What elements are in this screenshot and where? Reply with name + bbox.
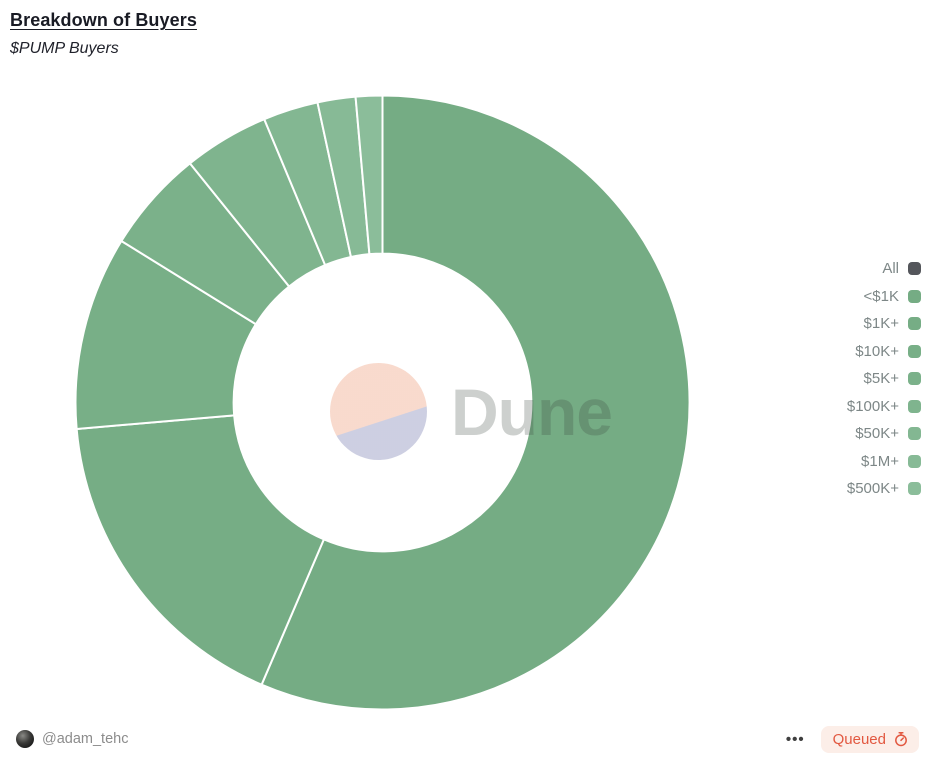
legend-item-500k[interactable]: $500K+	[847, 475, 921, 503]
legend-swatch	[908, 482, 921, 496]
legend-item-1k[interactable]: <$1K	[847, 283, 921, 311]
legend-item-5k[interactable]: $5K+	[847, 365, 921, 393]
legend-item-1m[interactable]: $1M+	[847, 448, 921, 476]
legend-item-all[interactable]: All	[847, 255, 921, 283]
legend-label: $10K+	[855, 342, 899, 360]
legend-swatch	[908, 317, 921, 331]
pie-segment--1k-[interactable]	[75, 414, 325, 686]
author[interactable]: @adam_tehc	[16, 730, 128, 748]
status-badge[interactable]: Queued	[820, 725, 919, 753]
legend-label: $5K+	[863, 370, 899, 388]
legend-item-10k[interactable]: $10K+	[847, 338, 921, 366]
legend-label: $1M+	[861, 452, 899, 470]
status-label: Queued	[832, 730, 886, 748]
legend-label: All	[882, 260, 899, 278]
chart-header: Breakdown of Buyers $PUMP Buyers	[10, 10, 197, 58]
legend-swatch	[908, 399, 921, 413]
legend-item-100k[interactable]: $100K+	[847, 393, 921, 421]
page-subtitle: $PUMP Buyers	[10, 40, 119, 57]
author-handle[interactable]: @adam_tehc	[42, 731, 129, 747]
pie-segment--1k[interactable]	[260, 94, 691, 711]
footer-actions: ••• Queued	[784, 725, 919, 753]
stopwatch-icon	[895, 731, 907, 747]
legend-item-1k[interactable]: $1K+	[847, 310, 921, 338]
more-options-button[interactable]: •••	[784, 728, 807, 751]
legend-label: $1K+	[863, 315, 899, 333]
legend-label: $500K+	[846, 480, 899, 498]
legend-label: <$1K	[863, 287, 899, 305]
legend-swatch	[908, 372, 921, 386]
footer-bar: @adam_tehc ••• Queued	[0, 722, 933, 762]
chart-legend: All <$1K $1K+ $10K+ $5K+ $100K+ $50K+ $1M+ $500K…	[847, 255, 921, 503]
legend-swatch	[908, 289, 921, 303]
legend-swatch	[908, 454, 921, 468]
legend-swatch	[908, 262, 921, 276]
legend-swatch	[908, 427, 921, 441]
pie-segment--500k-[interactable]	[354, 94, 384, 256]
avatar[interactable]	[16, 730, 34, 748]
page-title: Breakdown of Buyers	[10, 10, 197, 30]
legend-label: $100K+	[846, 397, 899, 415]
legend-label: $50K+	[855, 425, 899, 443]
legend-swatch	[908, 344, 921, 358]
legend-item-50k[interactable]: $50K+	[847, 420, 921, 448]
